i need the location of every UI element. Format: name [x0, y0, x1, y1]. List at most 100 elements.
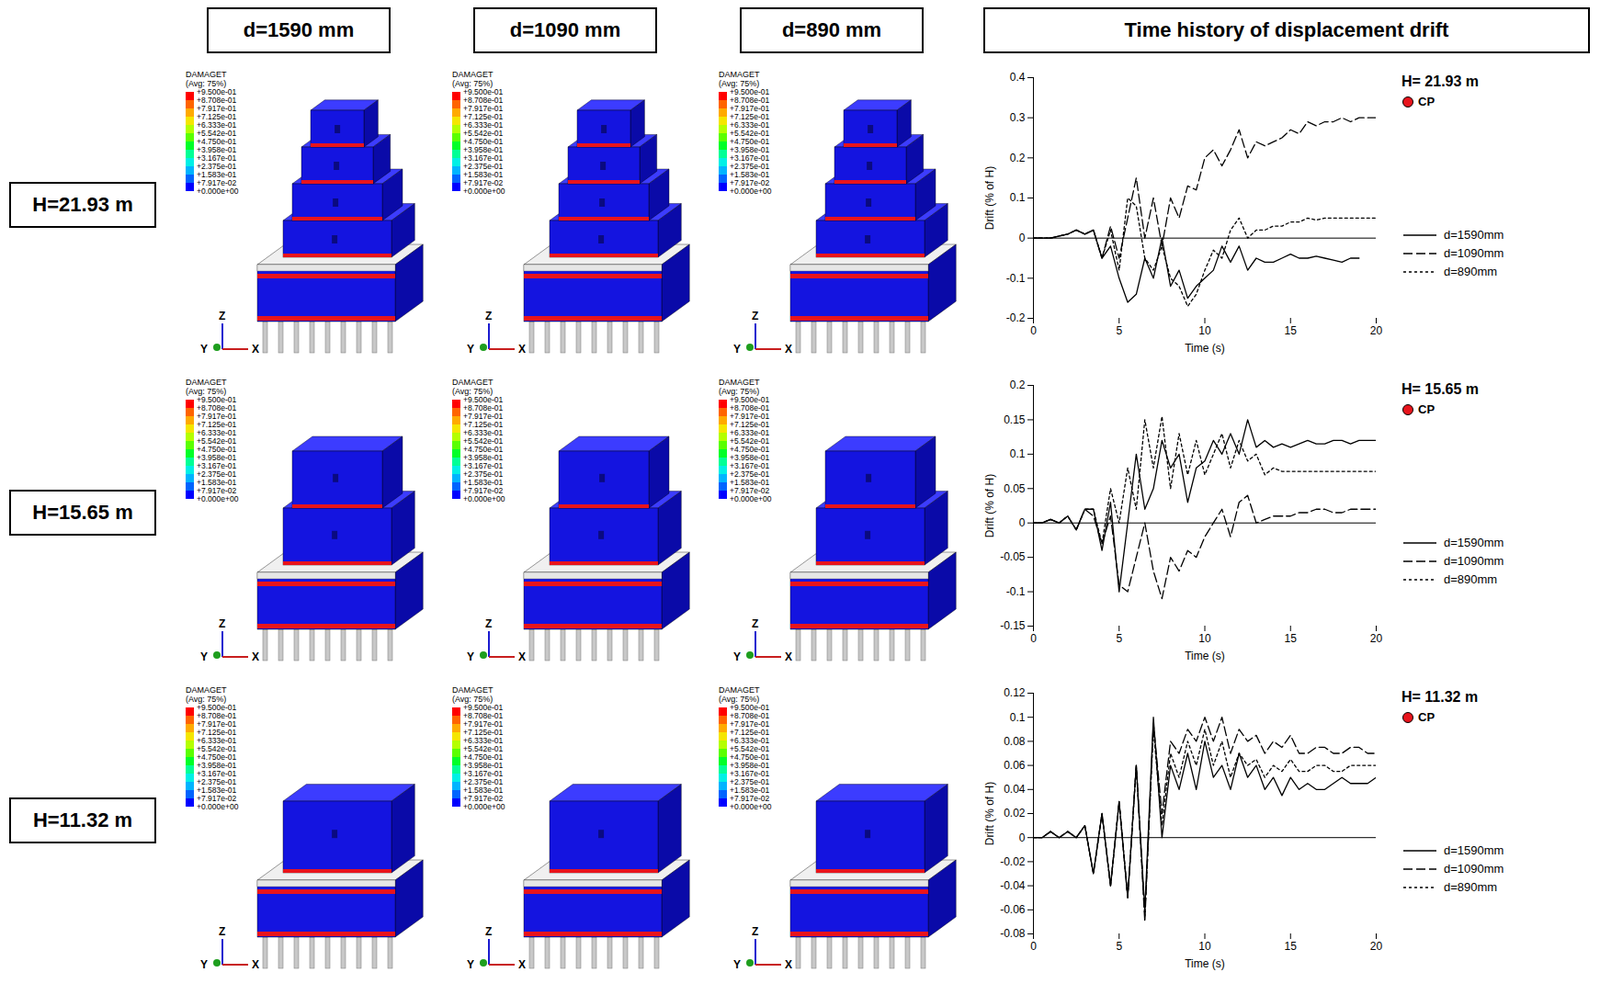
svg-text:0: 0	[1030, 324, 1037, 338]
svg-text:+0.000e+00: +0.000e+00	[196, 802, 239, 812]
svg-text:X: X	[784, 958, 793, 972]
svg-text:-0.02: -0.02	[999, 855, 1026, 869]
svg-text:Drift (% of H): Drift (% of H)	[983, 166, 997, 230]
svg-text:0.06: 0.06	[1003, 759, 1026, 772]
svg-text:0.04: 0.04	[1003, 782, 1026, 796]
svg-text:X: X	[518, 650, 526, 664]
svg-text:0.08: 0.08	[1003, 735, 1026, 749]
svg-text:+0.000e+00: +0.000e+00	[196, 186, 239, 196]
svg-text:20: 20	[1370, 940, 1384, 954]
svg-text:Z: Z	[218, 617, 226, 631]
svg-text:0: 0	[1030, 940, 1037, 954]
svg-text:Z: Z	[751, 925, 759, 939]
svg-text:15: 15	[1284, 632, 1298, 646]
html-text:d=1090 mm: d=1090 mm	[509, 18, 621, 42]
svg-text:+0.000e+00: +0.000e+00	[463, 802, 506, 812]
svg-text:15: 15	[1284, 940, 1298, 954]
svg-text:DAMAGET: DAMAGET	[718, 69, 761, 80]
svg-text:X: X	[784, 342, 793, 356]
svg-text:-0.15: -0.15	[999, 619, 1026, 633]
svg-text:+0.000e+00: +0.000e+00	[196, 494, 239, 504]
svg-text:0.2: 0.2	[1009, 151, 1026, 165]
svg-text:10: 10	[1198, 632, 1212, 646]
svg-text:-0.08: -0.08	[999, 927, 1026, 941]
svg-text:-0.1: -0.1	[1006, 585, 1026, 599]
svg-text:+0.000e+00: +0.000e+00	[729, 186, 772, 196]
svg-text:+0.000e+00: +0.000e+00	[463, 494, 506, 504]
svg-text:0: 0	[1019, 516, 1026, 530]
svg-text:5: 5	[1115, 324, 1123, 338]
html-text:d=1590 mm: d=1590 mm	[243, 18, 355, 42]
svg-text:Y: Y	[200, 958, 208, 972]
html-text:d=890 mm: d=890 mm	[781, 18, 882, 42]
svg-text:+0.000e+00: +0.000e+00	[729, 802, 772, 812]
svg-text:Time (s): Time (s)	[1184, 957, 1226, 971]
svg-text:0.3: 0.3	[1009, 111, 1026, 125]
svg-text:Drift (% of H): Drift (% of H)	[983, 782, 997, 846]
html-text:Time history of displacement d: Time history of displacement drift	[1124, 18, 1449, 42]
svg-text:X: X	[518, 958, 526, 972]
svg-text:0.1: 0.1	[1009, 447, 1026, 461]
svg-text:DAMAGET: DAMAGET	[452, 685, 494, 695]
svg-text:5: 5	[1115, 940, 1123, 954]
svg-text:0.05: 0.05	[1003, 482, 1026, 496]
svg-text:Z: Z	[751, 617, 759, 631]
svg-text:Z: Z	[218, 925, 226, 939]
svg-text:Time (s): Time (s)	[1184, 649, 1226, 663]
svg-text:Z: Z	[751, 309, 759, 323]
svg-text:DAMAGET: DAMAGET	[718, 685, 761, 695]
svg-text:Time (s): Time (s)	[1184, 341, 1226, 355]
svg-text:DAMAGET: DAMAGET	[185, 685, 227, 695]
svg-text:-0.06: -0.06	[999, 903, 1026, 917]
svg-text:-0.05: -0.05	[999, 550, 1026, 564]
svg-text:0.15: 0.15	[1003, 413, 1026, 427]
svg-text:+0.000e+00: +0.000e+00	[463, 186, 506, 196]
svg-text:X: X	[784, 650, 793, 664]
svg-text:10: 10	[1198, 940, 1212, 954]
svg-text:+0.000e+00: +0.000e+00	[729, 494, 772, 504]
svg-text:DAMAGET: DAMAGET	[718, 377, 761, 387]
svg-text:Y: Y	[733, 650, 741, 664]
svg-text:0.12: 0.12	[1003, 686, 1026, 700]
svg-text:DAMAGET: DAMAGET	[185, 69, 227, 80]
svg-text:5: 5	[1115, 632, 1123, 646]
svg-text:-0.1: -0.1	[1006, 272, 1026, 285]
svg-text:Drift (% of H): Drift (% of H)	[983, 474, 997, 538]
svg-text:Z: Z	[485, 309, 492, 323]
svg-text:Y: Y	[466, 958, 475, 972]
html-text:H= 21.93 m: H= 21.93 m	[1401, 73, 1479, 90]
svg-text:-0.2: -0.2	[1006, 311, 1026, 325]
svg-text:Y: Y	[733, 342, 741, 356]
svg-text:0.1: 0.1	[1009, 191, 1026, 205]
svg-text:20: 20	[1370, 632, 1384, 646]
html-text:H=11.32 m: H=11.32 m	[32, 808, 133, 832]
svg-text:0.4: 0.4	[1009, 70, 1026, 84]
svg-text:-0.04: -0.04	[999, 879, 1026, 893]
svg-text:Z: Z	[485, 617, 492, 631]
svg-text:Z: Z	[485, 925, 492, 939]
svg-text:DAMAGET: DAMAGET	[185, 377, 227, 387]
svg-text:Y: Y	[200, 342, 208, 356]
svg-text:0.1: 0.1	[1009, 711, 1026, 725]
svg-text:0: 0	[1030, 632, 1037, 646]
svg-text:X: X	[251, 958, 260, 972]
svg-text:10: 10	[1198, 324, 1212, 338]
svg-text:X: X	[518, 342, 526, 356]
svg-text:0.02: 0.02	[1003, 806, 1026, 820]
svg-text:DAMAGET: DAMAGET	[452, 69, 494, 80]
svg-text:0.2: 0.2	[1009, 378, 1026, 392]
svg-text:20: 20	[1370, 324, 1384, 338]
svg-text:0: 0	[1019, 231, 1026, 245]
html-text:H=15.65 m: H=15.65 m	[32, 500, 133, 524]
svg-text:Y: Y	[733, 958, 741, 972]
svg-text:Z: Z	[218, 309, 226, 323]
svg-text:DAMAGET: DAMAGET	[452, 377, 494, 387]
svg-text:0: 0	[1019, 831, 1026, 845]
svg-text:Y: Y	[466, 650, 475, 664]
svg-text:Y: Y	[200, 650, 208, 664]
html-text:H=21.93 m: H=21.93 m	[32, 192, 133, 216]
svg-text:X: X	[251, 650, 260, 664]
svg-text:Y: Y	[466, 342, 475, 356]
svg-text:15: 15	[1284, 324, 1298, 338]
svg-text:X: X	[251, 342, 260, 356]
